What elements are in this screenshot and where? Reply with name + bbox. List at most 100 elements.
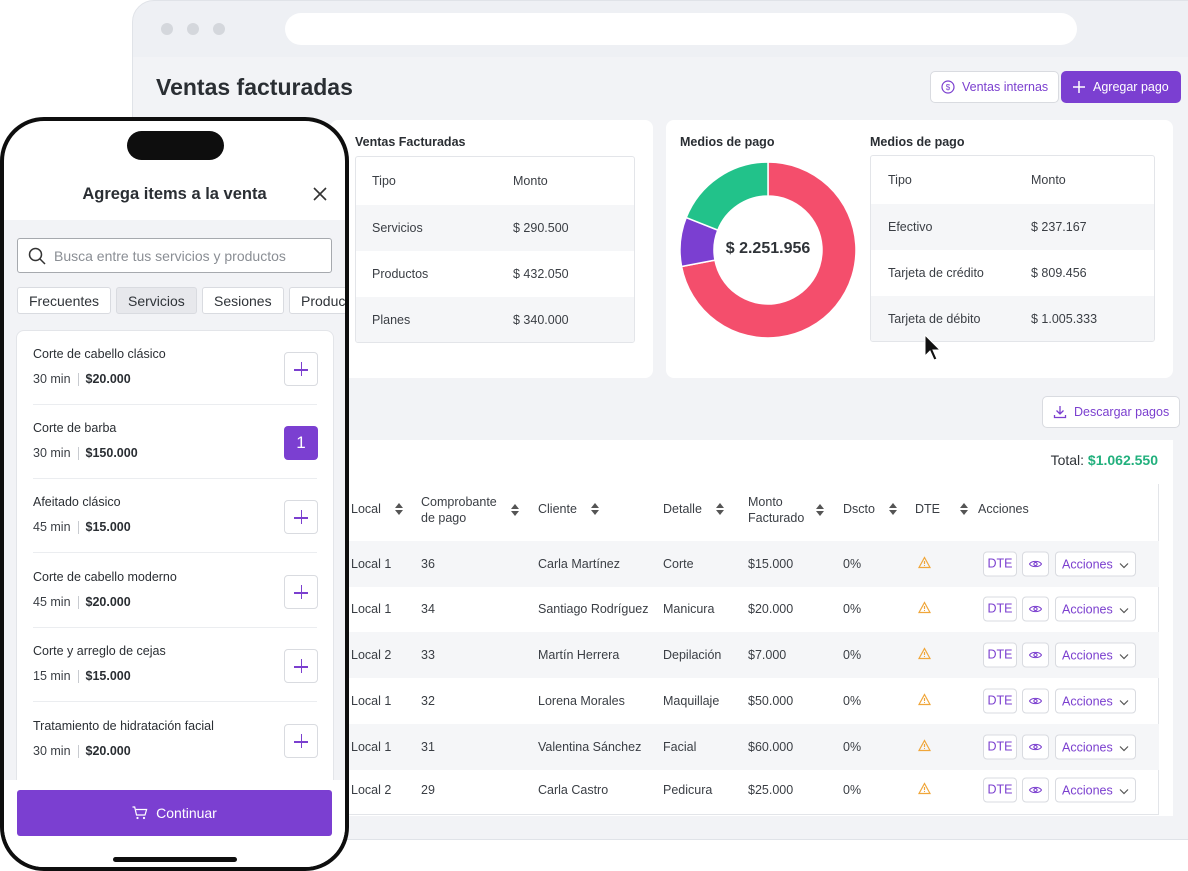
warning-icon bbox=[917, 739, 932, 755]
eye-icon bbox=[1029, 743, 1042, 751]
acciones-label: Acciones bbox=[1062, 557, 1113, 571]
cell-cliente: Valentina Sánchez bbox=[538, 740, 642, 754]
chevron-down-icon bbox=[1119, 694, 1129, 708]
chevron-down-icon bbox=[1119, 557, 1129, 571]
acciones-dropdown[interactable]: Acciones bbox=[1055, 551, 1136, 577]
add-item-button[interactable] bbox=[284, 649, 318, 683]
dte-button[interactable]: DTE bbox=[983, 734, 1017, 760]
add-item-button[interactable] bbox=[284, 724, 318, 758]
dte-button[interactable]: DTE bbox=[983, 596, 1017, 622]
view-button[interactable] bbox=[1022, 551, 1049, 577]
medios-table: Tipo Monto Efectivo $ 237.167 Tarjeta de… bbox=[870, 155, 1155, 342]
chip-productos[interactable]: Productos bbox=[289, 287, 345, 314]
list-item[interactable]: Corte de cabello clásico 30 min $20.000 bbox=[33, 331, 318, 405]
header-dte[interactable]: DTE bbox=[915, 502, 968, 516]
chip-sesiones[interactable]: Sesiones bbox=[202, 287, 284, 314]
sort-icon[interactable] bbox=[816, 504, 825, 516]
warning-icon bbox=[917, 693, 932, 709]
cell-comprobante: 34 bbox=[421, 602, 435, 616]
list-item[interactable]: Corte de barba 30 min $150.000 1 bbox=[33, 405, 318, 479]
window-dot[interactable] bbox=[213, 23, 225, 35]
table-row: Local 2 33 Martín Herrera Depilación $7.000 0… bbox=[346, 632, 1159, 678]
cell-local: Local 2 bbox=[351, 783, 392, 797]
add-item-button[interactable] bbox=[284, 352, 318, 386]
search-input[interactable]: Busca entre tus servicios y productos bbox=[17, 238, 332, 273]
window-dot[interactable] bbox=[187, 23, 199, 35]
table-row: Local 2 29 Carla Castro Pedicura $25.000 0% DT… bbox=[346, 767, 1159, 813]
acciones-label: Acciones bbox=[1062, 740, 1113, 754]
sort-icon[interactable] bbox=[715, 503, 724, 515]
dte-button[interactable]: DTE bbox=[983, 642, 1017, 668]
cell-monto: $ 290.500 bbox=[513, 221, 569, 235]
header-cliente[interactable]: Cliente bbox=[538, 502, 599, 516]
sort-icon[interactable] bbox=[960, 503, 968, 515]
agregar-pago-button[interactable]: Agregar pago bbox=[1061, 71, 1181, 103]
sort-icon[interactable] bbox=[888, 503, 897, 515]
item-quantity-button[interactable]: 1 bbox=[284, 426, 318, 460]
table-row: Tarjeta de débito $ 1.005.333 bbox=[871, 296, 1154, 341]
table-row: Local 1 36 Carla Martínez Corte $15.000 0% DTE… bbox=[346, 541, 1159, 587]
view-button[interactable] bbox=[1022, 777, 1049, 803]
col-tipo: Tipo bbox=[372, 174, 396, 188]
address-bar[interactable] bbox=[285, 13, 1077, 45]
donut-slice-tarjeta-de-d-bito[interactable] bbox=[680, 162, 856, 338]
header-local[interactable]: Local bbox=[351, 502, 403, 516]
sort-icon[interactable] bbox=[394, 503, 403, 515]
sort-icon[interactable] bbox=[510, 504, 519, 516]
acciones-label: Acciones bbox=[1062, 694, 1113, 708]
dte-button[interactable]: DTE bbox=[983, 777, 1017, 803]
acciones-dropdown[interactable]: Acciones bbox=[1055, 642, 1136, 668]
acciones-label: Acciones bbox=[1062, 602, 1113, 616]
acciones-dropdown[interactable]: Acciones bbox=[1055, 596, 1136, 622]
cell-comprobante: 36 bbox=[421, 557, 435, 571]
list-item[interactable]: Corte y arreglo de cejas 15 min $15.000 bbox=[33, 628, 318, 702]
list-item[interactable]: Tratamiento de hidratación facial 30 min… bbox=[33, 703, 318, 777]
descargar-pagos-button[interactable]: Descargar pagos bbox=[1042, 396, 1181, 428]
view-button[interactable] bbox=[1022, 596, 1049, 622]
cell-detalle: Pedicura bbox=[663, 783, 713, 797]
medios-table-title: Medios de pago bbox=[870, 135, 965, 149]
dte-button[interactable]: DTE bbox=[983, 551, 1017, 577]
cell-dscto: 0% bbox=[843, 557, 862, 571]
header-detalle[interactable]: Detalle bbox=[663, 502, 724, 516]
cell-comprobante: 29 bbox=[421, 783, 435, 797]
header-monto[interactable]: Monto Facturado bbox=[748, 494, 825, 526]
item-duration: 45 min bbox=[33, 520, 71, 534]
acciones-dropdown[interactable]: Acciones bbox=[1055, 734, 1136, 760]
item-meta: 30 min $20.000 bbox=[33, 372, 131, 386]
acciones-dropdown[interactable]: Acciones bbox=[1055, 688, 1136, 714]
item-name: Tratamiento de hidratación facial bbox=[33, 719, 214, 733]
continue-button[interactable]: Continuar bbox=[17, 790, 332, 836]
dte-button[interactable]: DTE bbox=[983, 688, 1017, 714]
view-button[interactable] bbox=[1022, 688, 1049, 714]
ventas-internas-button[interactable]: $ Ventas internas bbox=[930, 71, 1060, 103]
svg-text:$: $ bbox=[946, 83, 951, 92]
donut-slice-tarjeta-de-cr-dito[interactable] bbox=[685, 162, 769, 232]
header-comprobante[interactable]: Comprobante de pago bbox=[421, 494, 519, 526]
item-price: $15.000 bbox=[85, 520, 131, 534]
cell-detalle: Maquillaje bbox=[663, 694, 720, 708]
view-button[interactable] bbox=[1022, 734, 1049, 760]
header-comprobante-line: Comprobante bbox=[421, 495, 497, 509]
cell-monto: $ 432.050 bbox=[513, 267, 569, 281]
medios-table-header: Tipo Monto bbox=[871, 156, 1154, 204]
dollar-circle-icon: $ bbox=[941, 80, 955, 94]
cell-local: Local 1 bbox=[351, 602, 392, 616]
acciones-dropdown[interactable]: Acciones bbox=[1055, 777, 1136, 803]
col-monto: Monto bbox=[513, 174, 548, 188]
close-icon[interactable] bbox=[313, 187, 327, 201]
list-item[interactable]: Afeitado clásico 45 min $15.000 bbox=[33, 479, 318, 553]
window-dot[interactable] bbox=[161, 23, 173, 35]
item-price: $20.000 bbox=[85, 744, 131, 758]
view-button[interactable] bbox=[1022, 642, 1049, 668]
header-dscto[interactable]: Dscto bbox=[843, 502, 897, 516]
window-controls bbox=[161, 23, 225, 35]
cell-dscto: 0% bbox=[843, 783, 862, 797]
add-item-button[interactable] bbox=[284, 500, 318, 534]
chip-frecuentes[interactable]: Frecuentes bbox=[17, 287, 112, 314]
add-item-button[interactable] bbox=[284, 575, 318, 609]
sort-icon[interactable] bbox=[590, 503, 599, 515]
header-detalle-label: Detalle bbox=[663, 502, 702, 516]
list-item[interactable]: Corte de cabello moderno 45 min $20.000 bbox=[33, 554, 318, 628]
chip-servicios[interactable]: Servicios bbox=[116, 287, 197, 314]
